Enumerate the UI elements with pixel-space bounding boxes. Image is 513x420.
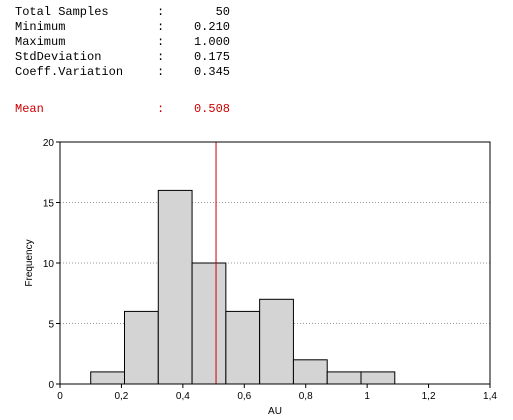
bar <box>360 371 396 385</box>
stat-label: Total Samples <box>15 5 109 19</box>
y-tick-label: 5 <box>48 320 54 331</box>
x-tick-label: 1 <box>364 391 370 402</box>
stat-value: 0.175 <box>194 50 230 64</box>
stat-separator: : <box>157 65 164 79</box>
x-tick-label: 1,4 <box>483 391 497 402</box>
bar <box>124 310 159 385</box>
mean-value: 0.508 <box>194 102 230 116</box>
y-tick-label: 20 <box>43 138 55 149</box>
x-tick-label: 0,2 <box>114 391 128 402</box>
stat-label: Maximum <box>15 35 65 49</box>
y-tick-label: 15 <box>43 199 55 210</box>
x-tick-label: 0,4 <box>176 391 190 402</box>
stat-label: StdDeviation <box>15 50 101 64</box>
plot-frame <box>59 141 491 385</box>
bar <box>90 371 125 385</box>
x-axis-label: AU <box>268 406 282 417</box>
bar <box>259 298 294 385</box>
stat-label: Minimum <box>15 20 65 34</box>
x-tick-label: 0,6 <box>237 391 251 402</box>
bar <box>191 262 227 385</box>
bar <box>225 310 261 385</box>
stat-separator: : <box>157 5 164 19</box>
x-tick-label: 1,2 <box>422 391 436 402</box>
mean-label: Mean <box>15 102 44 116</box>
bar <box>157 189 193 385</box>
y-tick-label: 10 <box>43 259 55 270</box>
y-tick-label: 0 <box>48 380 54 391</box>
stat-label: Coeff.Variation <box>15 65 123 79</box>
mean-separator: : <box>157 102 164 116</box>
bar <box>326 371 362 385</box>
stat-value: 0.210 <box>194 20 230 34</box>
stat-value: 1.000 <box>194 35 230 49</box>
bar <box>292 359 328 385</box>
stat-value: 0.345 <box>194 65 230 79</box>
x-tick-label: 0,8 <box>299 391 313 402</box>
stat-separator: : <box>157 20 164 34</box>
y-axis-label: Frequency <box>24 239 35 286</box>
stat-separator: : <box>157 35 164 49</box>
stat-separator: : <box>157 50 164 64</box>
x-tick-label: 0 <box>57 391 63 402</box>
stat-value: 50 <box>216 5 230 19</box>
